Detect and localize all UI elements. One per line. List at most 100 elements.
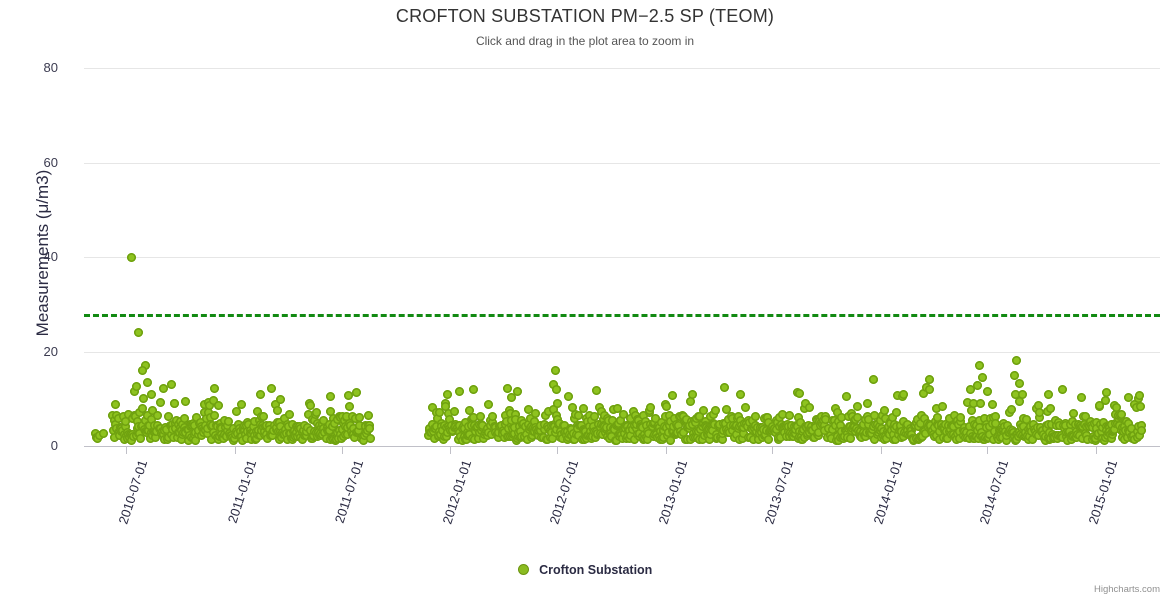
scatter-point[interactable] bbox=[148, 405, 158, 415]
scatter-point[interactable] bbox=[763, 435, 773, 445]
scatter-point[interactable] bbox=[764, 417, 774, 427]
scatter-point[interactable] bbox=[469, 412, 478, 422]
scatter-point[interactable] bbox=[140, 415, 150, 425]
scatter-point[interactable] bbox=[934, 435, 944, 445]
scatter-point[interactable] bbox=[344, 401, 354, 411]
scatter-point[interactable] bbox=[256, 389, 266, 399]
scatter-point[interactable] bbox=[974, 416, 984, 426]
scatter-point[interactable] bbox=[630, 435, 640, 445]
scatter-point[interactable] bbox=[979, 414, 989, 424]
scatter-point[interactable] bbox=[1047, 420, 1057, 430]
scatter-point[interactable] bbox=[355, 421, 365, 431]
scatter-point[interactable] bbox=[500, 411, 510, 421]
scatter-point[interactable] bbox=[821, 414, 831, 424]
scatter-point[interactable] bbox=[1124, 393, 1134, 403]
scatter-point[interactable] bbox=[177, 434, 187, 444]
scatter-point[interactable] bbox=[987, 400, 997, 410]
scatter-point[interactable] bbox=[1137, 425, 1147, 435]
scatter-point[interactable] bbox=[553, 398, 563, 408]
scatter-point[interactable] bbox=[804, 402, 814, 412]
scatter-point[interactable] bbox=[114, 413, 124, 423]
scatter-point[interactable] bbox=[159, 383, 169, 393]
scatter-point[interactable] bbox=[127, 252, 137, 262]
scatter-point[interactable] bbox=[223, 416, 233, 426]
scatter-point[interactable] bbox=[365, 423, 375, 433]
scatter-point[interactable] bbox=[1014, 379, 1024, 389]
scatter-point[interactable] bbox=[130, 411, 140, 421]
scatter-point[interactable] bbox=[747, 416, 757, 426]
scatter-point[interactable] bbox=[445, 414, 455, 424]
scatter-point[interactable] bbox=[694, 411, 704, 421]
scatter-point[interactable] bbox=[522, 430, 532, 440]
scatter-point[interactable] bbox=[966, 405, 976, 415]
scatter-point[interactable] bbox=[483, 399, 493, 409]
scatter-point[interactable] bbox=[717, 434, 727, 444]
scatter-point[interactable] bbox=[153, 411, 163, 421]
scatter-point[interactable] bbox=[205, 413, 215, 423]
scatter-point[interactable] bbox=[364, 410, 374, 420]
scatter-point[interactable] bbox=[748, 434, 758, 444]
scatter-point[interactable] bbox=[474, 434, 484, 444]
scatter-point[interactable] bbox=[163, 411, 173, 421]
scatter-point[interactable] bbox=[206, 434, 216, 444]
scatter-point[interactable] bbox=[549, 404, 559, 414]
scatter-point[interactable] bbox=[1018, 389, 1028, 399]
scatter-point[interactable] bbox=[891, 408, 901, 418]
scatter-point[interactable] bbox=[619, 409, 629, 419]
scatter-point[interactable] bbox=[1077, 434, 1087, 444]
scatter-point[interactable] bbox=[879, 406, 889, 416]
scatter-point[interactable] bbox=[137, 403, 147, 413]
scatter-point[interactable] bbox=[359, 435, 369, 445]
scatter-point[interactable] bbox=[192, 412, 202, 422]
scatter-point[interactable] bbox=[140, 361, 150, 371]
scatter-point[interactable] bbox=[324, 425, 334, 435]
scatter-point[interactable] bbox=[698, 406, 708, 416]
scatter-point[interactable] bbox=[942, 433, 952, 443]
scatter-point[interactable] bbox=[776, 432, 785, 442]
scatter-point[interactable] bbox=[279, 413, 289, 423]
scatter-point[interactable] bbox=[1010, 389, 1020, 399]
scatter-point[interactable] bbox=[878, 427, 888, 437]
scatter-point[interactable] bbox=[972, 381, 982, 391]
scatter-point[interactable] bbox=[1018, 422, 1028, 432]
scatter-point[interactable] bbox=[1112, 402, 1122, 412]
scatter-point[interactable] bbox=[985, 429, 995, 439]
scatter-point[interactable] bbox=[933, 412, 943, 422]
scatter-point[interactable] bbox=[991, 419, 1001, 429]
scatter-point[interactable] bbox=[209, 383, 219, 393]
scatter-point[interactable] bbox=[574, 411, 584, 421]
scatter-point[interactable] bbox=[626, 413, 636, 423]
scatter-point[interactable] bbox=[1034, 412, 1044, 422]
scatter-point[interactable] bbox=[826, 434, 836, 444]
scatter-point[interactable] bbox=[697, 435, 707, 445]
scatter-point[interactable] bbox=[592, 385, 602, 395]
scatter-point[interactable] bbox=[118, 412, 128, 422]
scatter-point[interactable] bbox=[945, 413, 955, 423]
scatter-point[interactable] bbox=[963, 398, 973, 408]
scatter-point[interactable] bbox=[297, 435, 307, 445]
scatter-point[interactable] bbox=[811, 423, 821, 433]
scatter-point[interactable] bbox=[687, 390, 697, 400]
scatter-point[interactable] bbox=[589, 421, 599, 431]
scatter-point[interactable] bbox=[737, 433, 747, 443]
scatter-point[interactable] bbox=[208, 396, 218, 406]
scatter-point[interactable] bbox=[845, 433, 855, 443]
scatter-point[interactable] bbox=[469, 434, 479, 444]
scatter-point[interactable] bbox=[956, 413, 966, 423]
scatter-point[interactable] bbox=[893, 390, 903, 400]
scatter-point[interactable] bbox=[1109, 424, 1119, 434]
scatter-point[interactable] bbox=[890, 434, 900, 444]
scatter-point[interactable] bbox=[674, 420, 684, 430]
scatter-point[interactable] bbox=[586, 416, 596, 426]
scatter-point[interactable] bbox=[354, 426, 364, 436]
scatter-point[interactable] bbox=[570, 435, 580, 445]
scatter-point[interactable] bbox=[924, 375, 934, 385]
scatter-point[interactable] bbox=[829, 415, 839, 425]
scatter-point[interactable] bbox=[493, 433, 503, 443]
scatter-point[interactable] bbox=[305, 401, 315, 411]
scatter-point[interactable] bbox=[1014, 397, 1024, 407]
scatter-point[interactable] bbox=[691, 418, 701, 428]
scatter-point[interactable] bbox=[135, 428, 145, 438]
scatter-point[interactable] bbox=[595, 402, 605, 412]
scatter-point[interactable] bbox=[189, 420, 199, 430]
